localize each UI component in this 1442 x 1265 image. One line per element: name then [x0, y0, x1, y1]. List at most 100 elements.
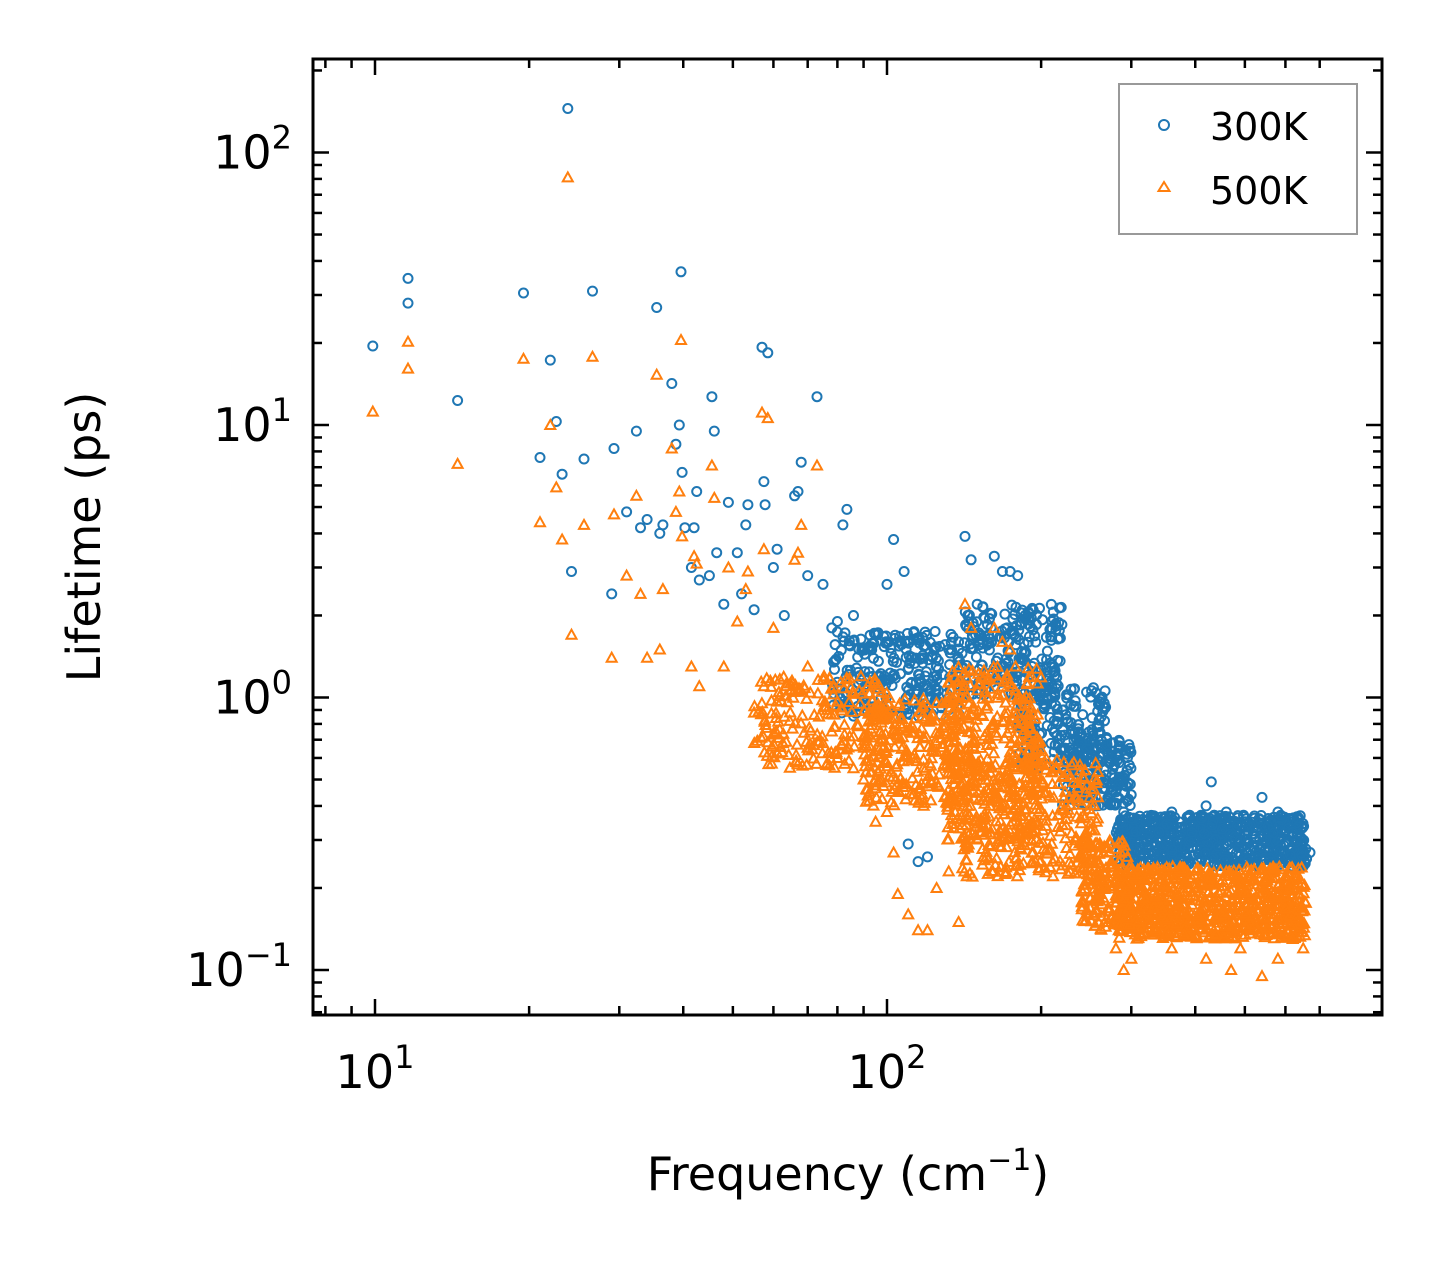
data-point-500k	[1189, 928, 1204, 941]
y-tick-label: 100	[213, 664, 292, 725]
data-point-300k	[673, 419, 685, 431]
data-point-500k	[1252, 892, 1266, 905]
data-point-300k	[792, 486, 804, 497]
data-point-500k	[1017, 838, 1032, 851]
data-point-300k	[1220, 810, 1232, 822]
data-point-500k	[799, 691, 814, 704]
data-point-300k	[868, 627, 880, 639]
data-point-500k	[1004, 717, 1018, 730]
data-point-500k	[815, 746, 830, 759]
data-point-500k	[1259, 886, 1273, 899]
data-point-300k	[872, 655, 884, 667]
data-point-300k	[1052, 633, 1064, 645]
data-point-500k	[1273, 912, 1287, 925]
data-point-500k	[1091, 811, 1105, 824]
data-point-500k	[912, 739, 927, 752]
data-point-500k	[1254, 878, 1268, 891]
data-point-300k	[1123, 793, 1135, 805]
data-point-300k	[748, 604, 760, 616]
data-point-500k	[777, 709, 791, 722]
data-point-500k	[945, 816, 960, 829]
data-point-500k	[717, 659, 731, 672]
data-point-300k	[1123, 745, 1135, 757]
data-point-500k	[1089, 756, 1103, 769]
data-point-300k	[930, 641, 942, 653]
data-point-500k	[769, 705, 783, 718]
data-point-500k	[1218, 926, 1232, 939]
data-point-300k	[1030, 636, 1042, 648]
data-point-500k	[1233, 941, 1248, 954]
data-point-300k	[908, 627, 920, 639]
data-point-500k	[669, 504, 683, 517]
data-point-500k	[1083, 790, 1097, 803]
data-point-500k	[1256, 861, 1271, 874]
data-point-300k	[587, 285, 598, 297]
data-point-300k	[1027, 604, 1039, 616]
data-point-300k	[903, 662, 915, 674]
data-point-300k	[1166, 850, 1178, 862]
y-tick-label: 102	[213, 119, 292, 180]
data-point-300k	[1304, 847, 1316, 858]
data-point-500k	[873, 747, 887, 760]
data-point-300k	[1056, 704, 1068, 716]
data-point-500k	[1054, 862, 1068, 875]
data-point-500k	[830, 750, 845, 763]
data-point-500k	[906, 725, 921, 738]
data-point-300k	[1253, 813, 1265, 825]
data-point-300k	[1091, 753, 1103, 765]
data-point-300k	[1066, 726, 1078, 737]
data-point-500k	[1179, 918, 1193, 931]
data-point-500k	[1182, 871, 1196, 884]
data-point-300k	[1068, 683, 1080, 695]
data-point-500k	[926, 743, 941, 756]
data-point-300k	[880, 636, 892, 648]
data-point-500k	[820, 702, 834, 715]
data-point-500k	[1174, 906, 1189, 919]
data-point-300k	[1001, 622, 1013, 634]
data-point-500k	[1003, 642, 1017, 655]
data-point-500k	[888, 711, 902, 724]
data-point-500k	[1005, 710, 1019, 723]
data-point-500k	[1102, 901, 1116, 914]
data-point-500k	[1234, 875, 1248, 888]
data-point-500k	[944, 772, 959, 785]
data-point-500k	[1209, 895, 1223, 908]
data-point-300k	[841, 503, 853, 515]
data-point-500k	[838, 756, 852, 769]
data-point-500k	[779, 676, 794, 689]
data-point-500k	[879, 775, 893, 788]
data-point-300k	[844, 640, 856, 652]
data-point-500k	[705, 458, 719, 471]
data-point-300k	[802, 570, 814, 582]
data-point-300k	[1216, 823, 1228, 835]
legend: 300K 500K	[1118, 83, 1358, 235]
data-point-500k	[1003, 785, 1017, 798]
data-point-500k	[1053, 854, 1067, 867]
data-point-500k	[1033, 801, 1048, 814]
data-point-500k	[1018, 716, 1032, 729]
data-point-300k	[1274, 844, 1286, 856]
data-point-300k	[1113, 736, 1125, 748]
data-point-500k	[886, 845, 901, 858]
data-point-500k	[1278, 901, 1293, 914]
data-point-500k	[1212, 885, 1226, 898]
data-point-500k	[1134, 926, 1148, 939]
data-point-500k	[761, 411, 775, 424]
data-point-300k	[1102, 748, 1114, 760]
data-point-500k	[756, 729, 771, 742]
data-point-500k	[991, 869, 1005, 882]
data-point-500k	[577, 517, 591, 530]
data-point-300k	[943, 644, 955, 655]
data-point-500k	[1091, 874, 1105, 887]
data-point-500k	[1043, 828, 1058, 841]
data-point-500k	[940, 832, 955, 845]
data-point-500k	[997, 674, 1011, 687]
data-point-300k	[1290, 836, 1302, 848]
data-point-300k	[1101, 755, 1113, 767]
data-point-500k	[1134, 929, 1148, 942]
data-point-300k	[1220, 806, 1232, 818]
data-point-300k	[1107, 763, 1119, 775]
data-point-500k	[1154, 900, 1168, 913]
data-point-500k	[1219, 919, 1233, 932]
